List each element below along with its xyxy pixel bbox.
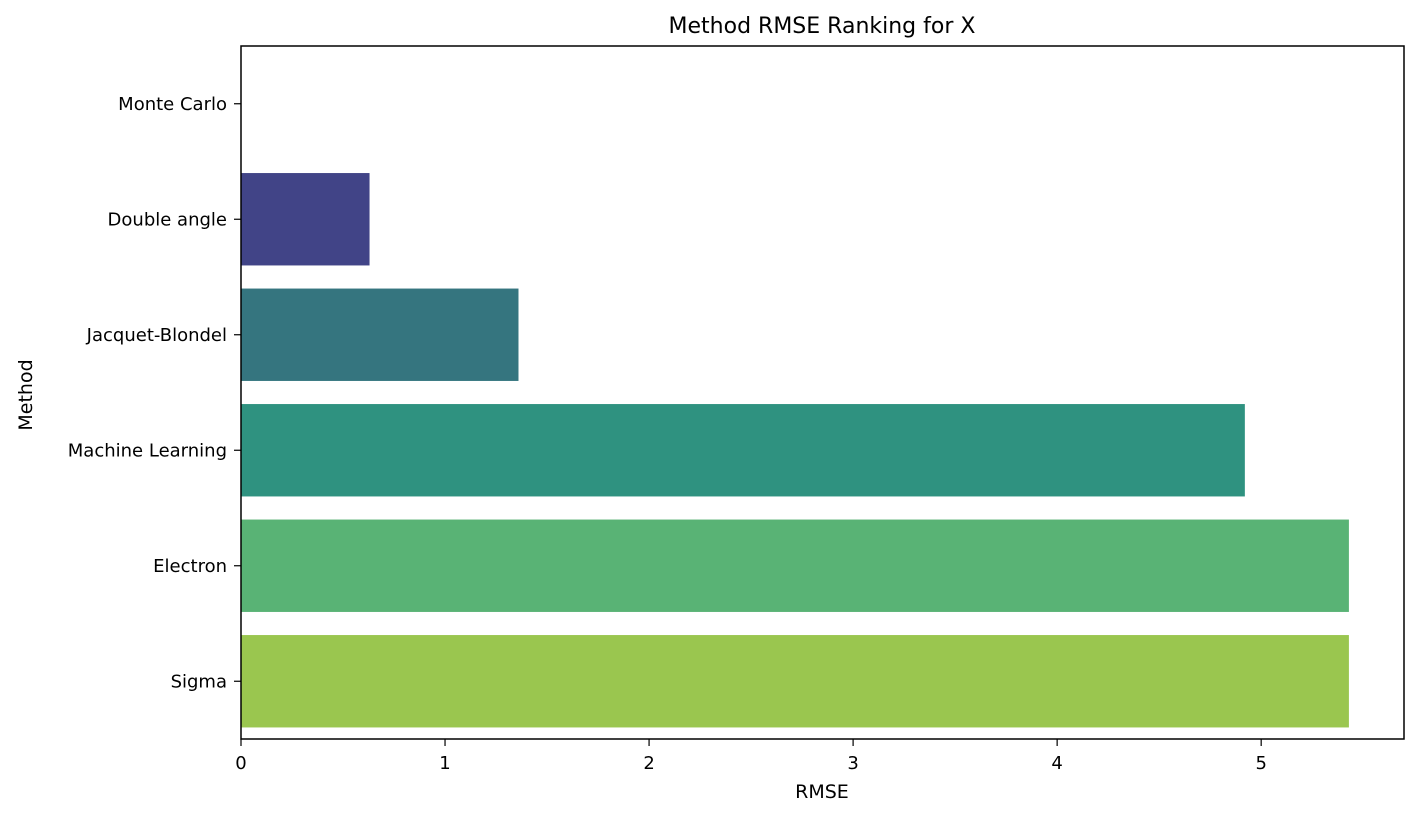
plot-area: Monte Carlo Double angle Jacquet-Blondel Ma… — [68, 94, 1349, 774]
bar-sigma — [241, 635, 1349, 728]
x-tick-label: 1 — [439, 753, 450, 774]
y-tick-label: Monte Carlo — [118, 94, 227, 115]
bar-machine-learning — [241, 404, 1245, 497]
plot-frame — [240, 45, 1405, 740]
bar-jacquet-blondel — [241, 288, 519, 381]
y-tick-label: Double angle — [108, 209, 227, 230]
bar-electron — [241, 519, 1349, 612]
y-tick-label: Electron — [153, 556, 227, 577]
x-tick-label: 3 — [847, 753, 858, 774]
x-tick-label: 0 — [235, 753, 246, 774]
y-tick-label: Sigma — [171, 671, 227, 692]
x-tick-label: 5 — [1255, 753, 1266, 774]
y-tick-label: Machine Learning — [68, 440, 227, 461]
x-tick-label: 2 — [643, 753, 654, 774]
x-axis-label: RMSE — [795, 781, 849, 803]
x-tick-label: 4 — [1051, 753, 1062, 774]
bar-double-angle — [241, 173, 370, 266]
chart-title: Method RMSE Ranking for X — [669, 14, 976, 39]
y-axis-label: Method — [15, 359, 37, 430]
y-tick-label: Jacquet-Blondel — [86, 325, 227, 346]
